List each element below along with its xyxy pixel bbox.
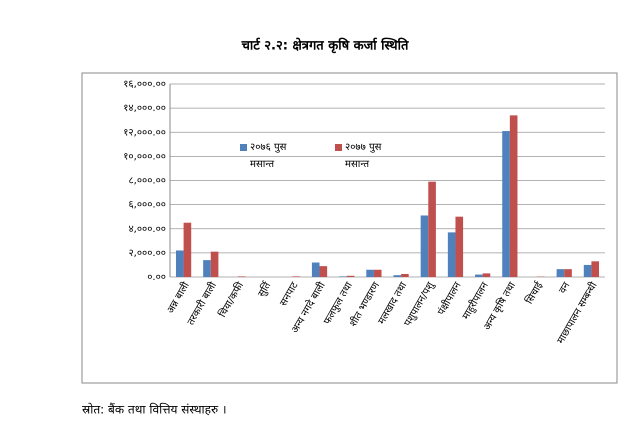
x-tick-label: चिया/कफी <box>216 280 246 320</box>
bar <box>237 276 246 277</box>
bar <box>583 264 592 277</box>
bar <box>509 115 518 277</box>
x-tick-label: सिचाई <box>523 279 546 306</box>
bar <box>420 215 429 277</box>
x-tick-label: अन्न बाली <box>164 280 192 316</box>
legend-swatch <box>335 144 342 151</box>
legend-label: २०७७ पुस मसान्त <box>345 142 382 170</box>
y-tick-label: ४,०००.०० <box>128 224 166 235</box>
bar <box>475 274 483 277</box>
chart-title: चार्ट २.२: क्षेत्रगत कृषि कर्जा स्थिति <box>241 38 409 54</box>
x-tick-label: वन <box>557 280 572 296</box>
y-tick-label: ८,०००.०० <box>128 176 166 187</box>
bar <box>401 273 409 277</box>
bar <box>210 251 219 277</box>
bar <box>319 266 328 277</box>
x-tick-label: सनपाट <box>278 280 301 309</box>
y-tick-label: १२,०००.०० <box>123 127 166 138</box>
x-tick-label: सुर्ति <box>255 279 273 299</box>
source-note: स्रोत: बैंक तथा वित्तिय संस्थाहरु । <box>82 403 227 417</box>
bar <box>373 269 382 277</box>
bar <box>502 131 510 277</box>
x-tick-label: पंक्षीपालन <box>435 280 464 318</box>
y-tick-label: ०.०० <box>147 272 166 283</box>
y-tick-label: ६,०००.०० <box>128 200 166 211</box>
legend-swatch <box>240 144 247 151</box>
y-tick-label: १६,०००.०० <box>123 79 166 90</box>
bar <box>393 275 402 277</box>
bar <box>183 222 192 277</box>
bar <box>346 275 355 277</box>
bar <box>482 273 491 277</box>
bar <box>339 276 347 277</box>
y-tick-label: १४,०००.०० <box>123 103 166 114</box>
y-tick-label: १०,०००.०० <box>123 151 166 162</box>
chart-frame <box>81 72 618 384</box>
bar <box>564 269 572 277</box>
bar <box>428 181 436 277</box>
legend-label: २०७६ पुस मसान्त <box>250 142 287 170</box>
bar <box>591 261 600 277</box>
bar <box>292 276 300 277</box>
bar <box>556 269 565 277</box>
bar <box>455 216 464 277</box>
bar <box>311 262 320 277</box>
bar <box>203 260 211 277</box>
bar <box>175 250 184 277</box>
bar <box>366 269 374 277</box>
y-tick-label: २,०००.०० <box>128 248 166 259</box>
bar <box>447 232 456 277</box>
